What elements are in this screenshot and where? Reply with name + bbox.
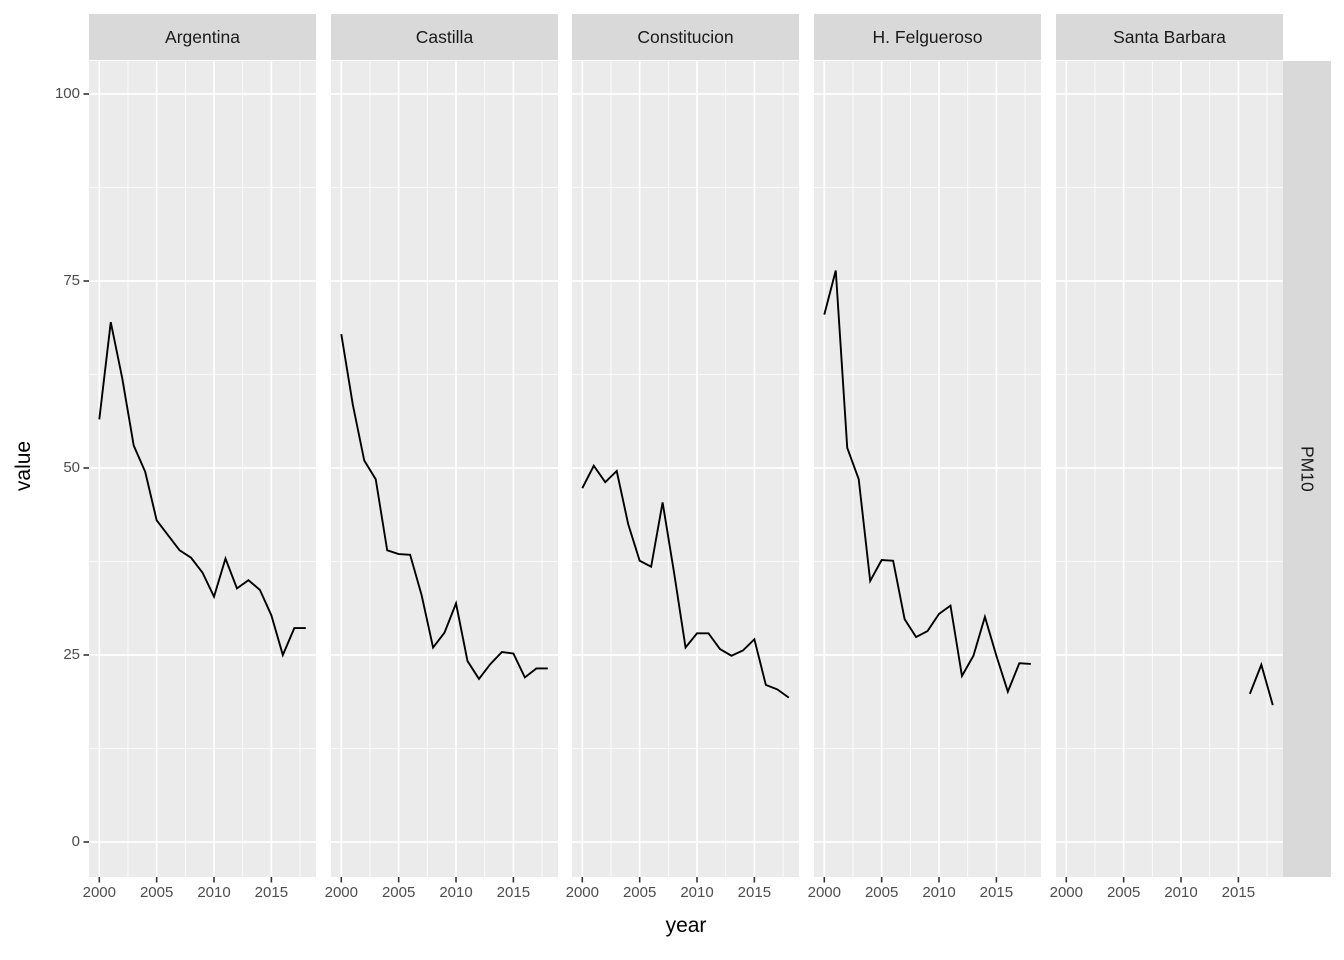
x-axis-title: year — [665, 914, 707, 937]
facet-strip-santa-barbara: Santa Barbara — [1056, 14, 1283, 60]
x-tick-label: 2010 — [680, 884, 714, 901]
facet-strip-label-pm10: PM10 — [1297, 446, 1318, 492]
line-chart-svg — [1056, 61, 1283, 883]
series-line — [98, 321, 306, 658]
y-axis-title: value — [12, 440, 35, 492]
x-tick-label: 2015 — [979, 884, 1014, 901]
series-line — [581, 463, 790, 699]
x-tick-label: 2000 — [324, 884, 358, 901]
x-axis-santa-barbara: 2000 2005 2010 2015 — [1050, 884, 1283, 904]
y-tick-label: 50 — [63, 459, 80, 476]
x-tick-label: 2005 — [381, 884, 416, 901]
facet-panel-h-felgueroso — [814, 61, 1041, 883]
facet-strip-constitucion: Constitucion — [572, 14, 799, 60]
x-tick-label: 2000 — [82, 884, 116, 901]
x-tick-label: 2015 — [1221, 884, 1256, 901]
series-line — [1248, 661, 1274, 706]
y-tick-label: 25 — [63, 646, 80, 663]
x-tick-label: 2005 — [864, 884, 899, 901]
facet-panel-castilla — [331, 61, 558, 883]
facet-strip-label: Santa Barbara — [1113, 26, 1226, 47]
x-axis-constitucion: 2000 2005 2010 2015 — [566, 884, 799, 904]
x-tick-label: 2010 — [922, 884, 956, 901]
x-tick-label: 2000 — [1049, 884, 1083, 901]
x-tick-label: 2015 — [254, 884, 289, 901]
line-chart-svg — [331, 61, 558, 883]
y-tick-label: 75 — [63, 272, 80, 289]
facet-strip-castilla: Castilla — [331, 14, 558, 60]
facet-strip-label: Argentina — [165, 26, 240, 47]
facet-strip-label: Castilla — [415, 26, 474, 47]
facet-strip-pm10: PM10 — [1283, 61, 1331, 877]
x-tick-label: 2015 — [496, 884, 531, 901]
facet-strip-argentina: Argentina — [89, 14, 316, 60]
series-line — [340, 333, 548, 681]
facet-strip-h-felgueroso: H. Felgueroso — [814, 14, 1041, 60]
x-axis-h-felgueroso: 2000 2005 2010 2015 — [808, 884, 1041, 904]
facet-panel-constitucion — [572, 61, 799, 883]
series-line — [823, 270, 1031, 695]
facet-strip-label: H. Felgueroso — [872, 26, 983, 47]
x-axis-castilla: 2000 2005 2010 2015 — [325, 884, 558, 904]
x-tick-label: 2010 — [197, 884, 231, 901]
facet-panel-santa-barbara — [1056, 61, 1283, 883]
line-chart-svg — [83, 61, 316, 883]
y-axis: 100 75 50 25 0 — [36, 0, 80, 960]
facet-panel-argentina — [83, 61, 316, 883]
x-tick-label: 2010 — [1164, 884, 1198, 901]
x-tick-label: 2000 — [807, 884, 841, 901]
x-tick-label: 2005 — [1106, 884, 1141, 901]
facet-strip-label: Constitucion — [637, 26, 734, 47]
x-tick-label: 2005 — [622, 884, 657, 901]
line-chart-svg — [572, 61, 799, 883]
y-tick-label: 0 — [71, 833, 80, 850]
x-tick-label: 2010 — [439, 884, 473, 901]
x-axis-argentina: 2000 2005 2010 2015 — [83, 884, 316, 904]
x-tick-label: 2015 — [737, 884, 772, 901]
x-tick-label: 2000 — [565, 884, 599, 901]
x-tick-label: 2005 — [139, 884, 174, 901]
y-tick-label: 100 — [54, 85, 80, 102]
line-chart-svg — [814, 61, 1041, 883]
